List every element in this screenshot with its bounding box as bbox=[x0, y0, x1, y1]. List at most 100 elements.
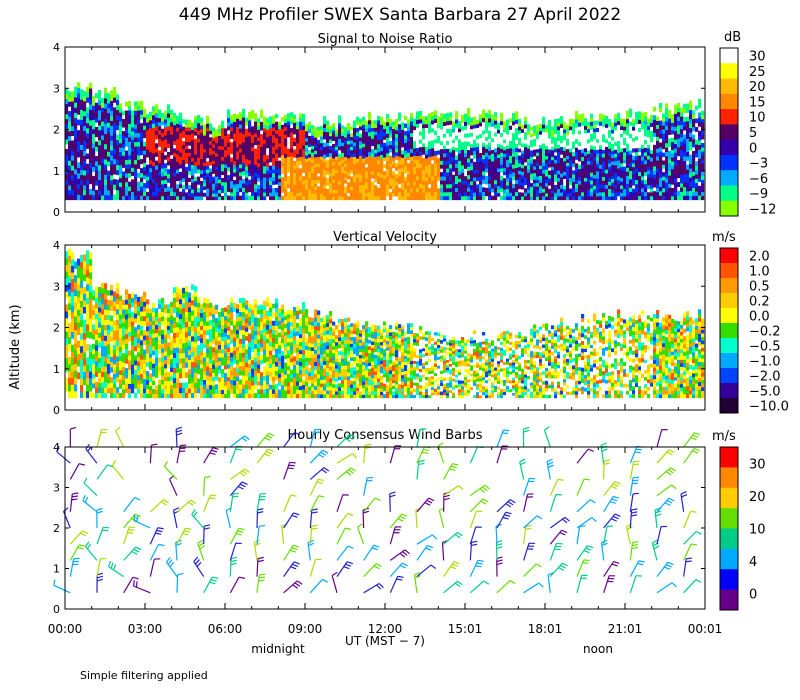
snr-cell bbox=[650, 168, 654, 174]
snr-cell bbox=[245, 173, 249, 178]
snr-cell bbox=[629, 187, 633, 192]
vv-cell bbox=[137, 356, 141, 362]
snr-cell bbox=[305, 123, 309, 128]
snr-cell bbox=[410, 113, 414, 118]
snr-cell bbox=[308, 174, 312, 179]
snr-cell bbox=[383, 157, 387, 162]
snr-cell bbox=[533, 162, 537, 167]
snr-cell bbox=[347, 154, 351, 159]
snr-cell bbox=[368, 119, 372, 125]
snr-cell bbox=[572, 133, 576, 139]
snr-cell bbox=[107, 141, 111, 147]
snr-cell bbox=[296, 125, 300, 130]
snr-cell bbox=[356, 169, 360, 174]
snr-cell bbox=[68, 91, 72, 97]
snr-cell bbox=[77, 92, 81, 99]
snr-cell bbox=[101, 102, 105, 108]
snr-cell bbox=[680, 116, 684, 121]
snr-cell bbox=[257, 122, 261, 127]
snr-cell bbox=[473, 143, 477, 148]
snr-cell bbox=[452, 121, 456, 126]
snr-cell bbox=[266, 192, 270, 197]
snr-cell bbox=[167, 169, 171, 175]
snr-cell bbox=[209, 140, 213, 145]
vv-cell bbox=[131, 321, 135, 327]
snr-cell bbox=[65, 93, 69, 99]
vv-cell bbox=[104, 288, 108, 295]
snr-cell bbox=[260, 121, 264, 127]
snr-cell bbox=[629, 137, 633, 143]
snr-cell bbox=[71, 160, 75, 166]
snr-cell bbox=[320, 149, 324, 154]
snr-cell bbox=[665, 195, 669, 201]
vv-cell bbox=[137, 338, 141, 344]
snr-cell bbox=[290, 167, 294, 173]
snr-cell bbox=[623, 122, 627, 127]
vv-cell bbox=[98, 286, 102, 293]
snr-cell bbox=[689, 105, 693, 111]
snr-cell bbox=[266, 166, 270, 171]
snr-cell bbox=[509, 195, 513, 201]
snr-cell bbox=[455, 155, 459, 160]
snr-cell bbox=[665, 138, 669, 144]
snr-cell bbox=[95, 175, 99, 181]
snr-cell bbox=[692, 175, 696, 180]
snr-cell bbox=[581, 168, 585, 173]
snr-cell bbox=[68, 184, 72, 191]
snr-cell bbox=[164, 110, 168, 116]
snr-cell bbox=[68, 189, 72, 196]
snr-cell bbox=[539, 175, 543, 180]
snr-cell bbox=[284, 114, 288, 120]
snr-cell bbox=[338, 180, 342, 185]
snr-cell bbox=[365, 160, 369, 165]
snr-cell bbox=[653, 123, 657, 129]
snr-cell bbox=[494, 151, 498, 157]
snr-cell bbox=[467, 128, 471, 134]
vv-cell bbox=[83, 306, 87, 314]
snr-cell bbox=[566, 152, 570, 156]
snr-cell bbox=[632, 170, 636, 175]
snr-cell bbox=[161, 168, 165, 173]
snr-cell bbox=[338, 153, 342, 158]
snr-cell bbox=[224, 131, 228, 136]
vv-cell bbox=[89, 318, 93, 326]
snr-cell bbox=[257, 166, 261, 171]
snr-cell bbox=[131, 163, 135, 168]
snr-cell bbox=[407, 185, 411, 190]
snr-cell bbox=[161, 176, 165, 181]
snr-cell bbox=[329, 152, 333, 157]
snr-cell bbox=[65, 123, 69, 130]
snr-cell bbox=[368, 123, 372, 129]
snr-cell bbox=[125, 163, 129, 169]
snr-cell bbox=[620, 170, 624, 175]
snr-cell bbox=[104, 143, 108, 150]
snr-cell bbox=[545, 128, 549, 133]
vv-cell bbox=[68, 390, 72, 399]
snr-cell bbox=[557, 136, 561, 142]
snr-cell bbox=[476, 157, 480, 163]
vv-cell bbox=[131, 378, 135, 384]
snr-cell bbox=[158, 166, 162, 172]
snr-cell bbox=[74, 127, 78, 134]
snr-cell bbox=[599, 121, 603, 126]
snr-cell bbox=[104, 128, 108, 135]
snr-cell bbox=[668, 109, 672, 115]
snr-cell bbox=[683, 160, 687, 166]
snr-cell bbox=[539, 127, 543, 132]
snr-cell bbox=[206, 184, 210, 189]
snr-cell bbox=[194, 150, 198, 155]
snr-cell bbox=[389, 155, 393, 160]
snr-cell bbox=[494, 136, 498, 141]
snr-cell bbox=[71, 125, 75, 132]
snr-cell bbox=[659, 190, 663, 196]
snr-cell bbox=[110, 179, 114, 186]
snr-cell bbox=[434, 167, 438, 172]
snr-cell bbox=[221, 152, 225, 158]
snr-cell bbox=[269, 192, 273, 197]
snr-cell bbox=[638, 139, 642, 144]
snr-cell bbox=[170, 166, 174, 172]
snr-cell bbox=[269, 139, 273, 144]
snr-cell bbox=[422, 184, 426, 189]
snr-cell bbox=[263, 177, 267, 182]
snr-cell bbox=[431, 135, 435, 141]
